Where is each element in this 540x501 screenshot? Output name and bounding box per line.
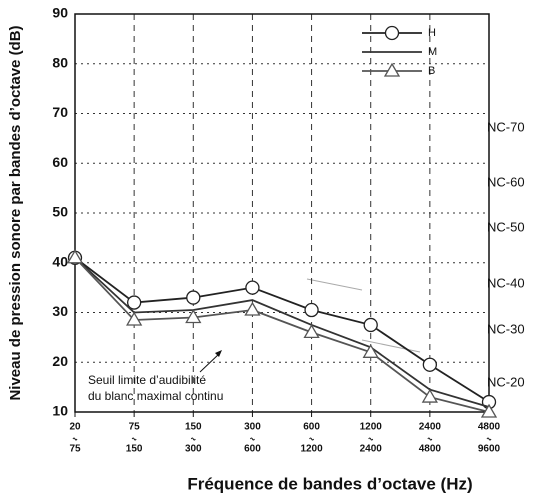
y-tick-label: 80 bbox=[52, 54, 68, 70]
series-line bbox=[74, 257, 490, 408]
x-tick-label: 4800 bbox=[419, 444, 442, 455]
x-tick-label: 2400 bbox=[419, 422, 442, 433]
x-tick-label: 150 bbox=[185, 422, 202, 433]
legend-label: H bbox=[428, 27, 436, 39]
y-tick-label: 40 bbox=[52, 253, 68, 269]
data-point bbox=[303, 324, 320, 339]
legend-label: B bbox=[428, 65, 435, 77]
x-tick-tilde bbox=[368, 437, 374, 441]
x-tick-label: 300 bbox=[244, 422, 261, 433]
x-tick-label: 20 bbox=[69, 422, 81, 433]
x-tick-label: 1200 bbox=[300, 444, 323, 455]
y-tick-label: 90 bbox=[52, 5, 68, 21]
data-point bbox=[186, 290, 201, 305]
data-point bbox=[363, 317, 378, 333]
x-tick-label: 9600 bbox=[478, 444, 501, 455]
y-tick-label: 70 bbox=[52, 104, 68, 120]
x-tick-label: 2400 bbox=[360, 444, 383, 455]
data-point bbox=[422, 357, 438, 372]
nc-curve-hint bbox=[306, 278, 363, 291]
data-point bbox=[304, 302, 319, 318]
x-tick-label: 600 bbox=[303, 422, 320, 433]
legend-marker bbox=[383, 62, 401, 77]
y-axis-label: Niveau de pression sonore par bandes d’o… bbox=[7, 25, 24, 400]
data-point bbox=[126, 295, 142, 310]
annotation: du blanc maximal continu bbox=[88, 389, 223, 403]
plot-frame bbox=[74, 13, 490, 413]
x-axis-label: Fréquence de bandes d’octave (Hz) bbox=[187, 474, 472, 493]
x-tick-tilde bbox=[131, 437, 137, 441]
x-tick-tilde bbox=[190, 437, 196, 441]
x-tick-tilde bbox=[309, 437, 315, 441]
x-tick-label: 150 bbox=[126, 444, 143, 455]
nc-label: NC-60 bbox=[487, 174, 525, 189]
x-tick-tilde bbox=[72, 437, 78, 441]
x-tick-label: 300 bbox=[185, 444, 202, 455]
y-tick-label: 30 bbox=[52, 303, 68, 319]
x-tick-tilde bbox=[427, 437, 433, 441]
annotation-arrow bbox=[199, 352, 221, 373]
y-tick-label: 10 bbox=[52, 403, 68, 419]
data-point bbox=[421, 388, 438, 403]
x-tick-label: 75 bbox=[129, 422, 141, 433]
nc-label: NC-50 bbox=[487, 219, 525, 234]
data-point bbox=[66, 249, 84, 264]
x-tick-label: 4800 bbox=[478, 422, 501, 433]
data-point bbox=[245, 280, 260, 295]
x-tick-label: 75 bbox=[69, 444, 81, 455]
annotation: Seuil limite d’audibilité bbox=[88, 373, 206, 387]
data-point bbox=[185, 309, 202, 324]
nc-curve-hint bbox=[361, 339, 421, 353]
y-tick-label: 50 bbox=[52, 204, 68, 220]
nc-label: NC-30 bbox=[487, 321, 525, 336]
y-tick-label: 20 bbox=[52, 353, 68, 369]
x-tick-label: 600 bbox=[244, 444, 261, 455]
legend-label: M bbox=[428, 46, 437, 58]
data-point bbox=[126, 311, 143, 326]
annotation-arrowhead bbox=[215, 350, 222, 357]
x-tick-label: 1200 bbox=[360, 422, 383, 433]
series-line bbox=[74, 257, 490, 403]
data-point bbox=[480, 403, 498, 418]
legend-marker bbox=[384, 25, 400, 41]
data-point bbox=[362, 344, 379, 358]
nc-label: NC-20 bbox=[487, 374, 525, 389]
nc-label: NC-40 bbox=[487, 275, 525, 290]
x-tick-tilde bbox=[249, 437, 255, 441]
nc-label: NC-70 bbox=[487, 119, 525, 134]
data-point bbox=[244, 301, 261, 316]
series-line bbox=[74, 257, 490, 413]
x-tick-tilde bbox=[486, 437, 492, 441]
y-tick-label: 60 bbox=[52, 154, 68, 170]
